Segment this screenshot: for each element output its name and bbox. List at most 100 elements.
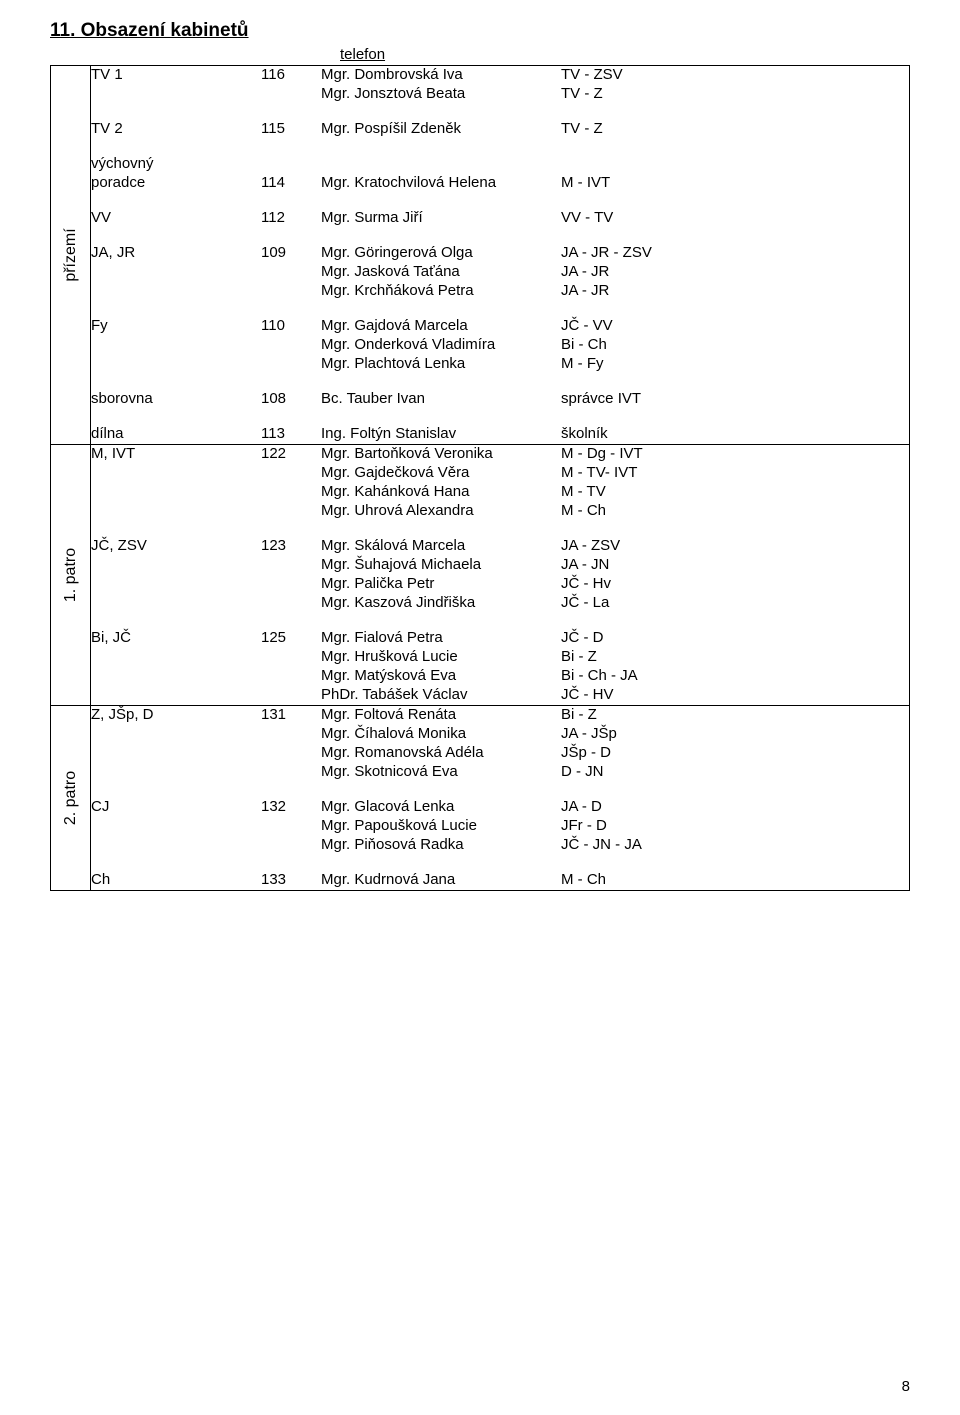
teacher-name: Mgr. Dombrovská Iva [321, 66, 561, 83]
assignment: JA - JN [561, 556, 909, 573]
teacher-name: Mgr. Hrušková Lucie [321, 648, 561, 665]
assignment: M - IVT [561, 174, 909, 191]
phone-number [261, 648, 321, 665]
kabinet-group: JA, JR109Mgr. Göringerová OlgaJA - JR - … [91, 244, 909, 299]
phone-number [261, 594, 321, 611]
teacher-name: Mgr. Kudrnová Jana [321, 871, 561, 888]
telefon-header: telefon [340, 46, 920, 63]
floor-label-cell: 2. patro [51, 706, 91, 891]
kabinet-row: TV 2115Mgr. Pospíšil ZdeněkTV - Z [91, 120, 909, 137]
kabinet-row: Mgr. Piňosová RadkaJČ - JN - JA [91, 836, 909, 853]
assignment: M - TV [561, 483, 909, 500]
phone-number [261, 263, 321, 280]
floor-label-cell: 1. patro [51, 445, 91, 706]
subject-label: sborovna [91, 390, 261, 407]
kabinet-row: Mgr. Číhalová MonikaJA - JŠp [91, 725, 909, 742]
kabinet-group: CJ132Mgr. Glacová LenkaJA - DMgr. Papouš… [91, 798, 909, 853]
assignment [561, 155, 909, 172]
teacher-name: Mgr. Matýsková Eva [321, 667, 561, 684]
floor-row: 2. patroZ, JŠp, D131Mgr. Foltová RenátaB… [51, 706, 910, 891]
teacher-name: Mgr. Jasková Taťána [321, 263, 561, 280]
assignment: VV - TV [561, 209, 909, 226]
teacher-name: Mgr. Skálová Marcela [321, 537, 561, 554]
phone-number [261, 575, 321, 592]
kabinet-row: Mgr. Jasková TaťánaJA - JR [91, 263, 909, 280]
subject-label [91, 648, 261, 665]
kabinet-group: sborovna108Bc. Tauber Ivansprávce IVT [91, 390, 909, 407]
assignment: JČ - Hv [561, 575, 909, 592]
teacher-name: Mgr. Foltová Renáta [321, 706, 561, 723]
kabinet-row: Mgr. Kahánková HanaM - TV [91, 483, 909, 500]
subject-label: Ch [91, 871, 261, 888]
assignment: M - TV- IVT [561, 464, 909, 481]
kabinet-group: TV 1116Mgr. Dombrovská IvaTV - ZSV Mgr. J… [91, 66, 909, 102]
floor-label-cell: přízemí [51, 66, 91, 445]
subject-label [91, 502, 261, 519]
phone-number [261, 155, 321, 172]
phone-number [261, 686, 321, 703]
assignment: JČ - La [561, 594, 909, 611]
phone-number [261, 336, 321, 353]
assignment: JA - JR - ZSV [561, 244, 909, 261]
kabinet-row: Mgr. Plachtová LenkaM - Fy [91, 355, 909, 372]
kabinet-row: Mgr. Onderková VladimíraBi - Ch [91, 336, 909, 353]
kabinet-row: sborovna108Bc. Tauber Ivansprávce IVT [91, 390, 909, 407]
kabinet-row: CJ132Mgr. Glacová LenkaJA - D [91, 798, 909, 815]
kabinet-row: Mgr. Jonsztová BeataTV - Z [91, 85, 909, 102]
kabinet-row: Mgr. Matýsková EvaBi - Ch - JA [91, 667, 909, 684]
kabinet-row: VV112Mgr. Surma JiříVV - TV [91, 209, 909, 226]
teacher-name: Mgr. Fialová Petra [321, 629, 561, 646]
assignment: M - Fy [561, 355, 909, 372]
kabinet-row: výchovný [91, 155, 909, 172]
kabinet-group: M, IVT122Mgr. Bartoňková VeronikaM - Dg … [91, 445, 909, 519]
phone-number [261, 817, 321, 834]
phone-number [261, 744, 321, 761]
kabinet-row: PhDr. Tabášek VáclavJČ - HV [91, 686, 909, 703]
subject-label [91, 667, 261, 684]
phone-number [261, 556, 321, 573]
phone-number: 115 [261, 120, 321, 137]
phone-number [261, 836, 321, 853]
subject-label [91, 594, 261, 611]
kabinet-row: Ch133Mgr. Kudrnová JanaM - Ch [91, 871, 909, 888]
subject-label: Bi, JČ [91, 629, 261, 646]
kabinet-row: TV 1116Mgr. Dombrovská IvaTV - ZSV [91, 66, 909, 83]
kabinet-group: Z, JŠp, D131Mgr. Foltová RenátaBi - ZMgr… [91, 706, 909, 780]
teacher-name: Bc. Tauber Ivan [321, 390, 561, 407]
teacher-name: Mgr. Skotnicová Eva [321, 763, 561, 780]
assignment: TV - Z [561, 85, 909, 102]
phone-number: 113 [261, 425, 321, 442]
kabinet-group: Bi, JČ125Mgr. Fialová PetraJČ - DMgr. Hr… [91, 629, 909, 703]
assignment: JČ - JN - JA [561, 836, 909, 853]
kabinet-group: Ch133Mgr. Kudrnová JanaM - Ch [91, 871, 909, 888]
kabinet-row: Fy110Mgr. Gajdová MarcelaJČ - VV [91, 317, 909, 334]
phone-number: 122 [261, 445, 321, 462]
assignment: M - Dg - IVT [561, 445, 909, 462]
floor-label: přízemí [62, 228, 80, 281]
assignment: JČ - HV [561, 686, 909, 703]
assignment: správce IVT [561, 390, 909, 407]
subject-label [91, 85, 261, 102]
page-title: 11. Obsazení kabinetů [50, 20, 920, 42]
subject-label: VV [91, 209, 261, 226]
teacher-name: Mgr. Číhalová Monika [321, 725, 561, 742]
teacher-name: Mgr. Pospíšil Zdeněk [321, 120, 561, 137]
assignment: Bi - Ch [561, 336, 909, 353]
subject-label [91, 744, 261, 761]
teacher-name: Mgr. Göringerová Olga [321, 244, 561, 261]
assignment: JČ - D [561, 629, 909, 646]
subject-label: poradce [91, 174, 261, 191]
subject-label: Z, JŠp, D [91, 706, 261, 723]
assignment: Bi - Ch - JA [561, 667, 909, 684]
teacher-name: Mgr. Onderková Vladimíra [321, 336, 561, 353]
kabinet-row: Z, JŠp, D131Mgr. Foltová RenátaBi - Z [91, 706, 909, 723]
floor-row: přízemí TV 1116Mgr. Dombrovská IvaTV - ZS… [51, 66, 910, 445]
subject-label: TV 2 [91, 120, 261, 137]
kabinet-group: TV 2115Mgr. Pospíšil ZdeněkTV - Z [91, 120, 909, 137]
teacher-name: Mgr. Romanovská Adéla [321, 744, 561, 761]
assignment: TV - ZSV [561, 66, 909, 83]
kabinet-row: Mgr. Uhrová AlexandraM - Ch [91, 502, 909, 519]
assignment: JA - D [561, 798, 909, 815]
kabinet-row: M, IVT122Mgr. Bartoňková VeronikaM - Dg … [91, 445, 909, 462]
subject-label [91, 483, 261, 500]
